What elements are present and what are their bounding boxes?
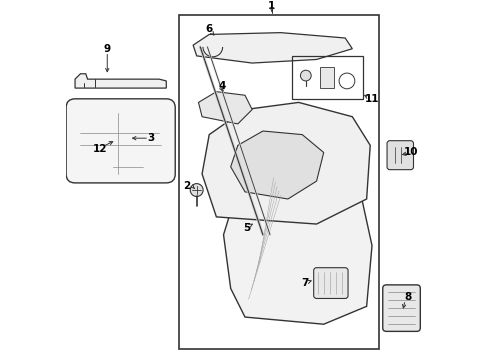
Polygon shape bbox=[320, 67, 335, 88]
Text: 6: 6 bbox=[206, 24, 213, 34]
Bar bbox=[292, 56, 363, 99]
Bar bbox=[179, 15, 379, 349]
Text: 10: 10 bbox=[404, 148, 418, 157]
Text: 1: 1 bbox=[268, 1, 275, 11]
Polygon shape bbox=[231, 131, 324, 199]
Polygon shape bbox=[198, 92, 252, 124]
FancyBboxPatch shape bbox=[383, 285, 420, 331]
Text: 3: 3 bbox=[147, 133, 155, 143]
Text: 11: 11 bbox=[365, 94, 379, 104]
Circle shape bbox=[300, 70, 311, 81]
Polygon shape bbox=[113, 102, 145, 174]
Text: 9: 9 bbox=[104, 44, 111, 54]
Text: 12: 12 bbox=[93, 144, 107, 154]
Polygon shape bbox=[202, 102, 370, 224]
Circle shape bbox=[190, 184, 203, 197]
Polygon shape bbox=[223, 163, 372, 324]
Text: 7: 7 bbox=[301, 278, 309, 288]
Polygon shape bbox=[75, 74, 166, 88]
Text: 2: 2 bbox=[183, 181, 191, 192]
FancyBboxPatch shape bbox=[66, 99, 175, 183]
FancyBboxPatch shape bbox=[387, 141, 414, 170]
Polygon shape bbox=[193, 33, 352, 63]
Text: 5: 5 bbox=[243, 222, 250, 233]
Text: 8: 8 bbox=[404, 292, 412, 302]
FancyBboxPatch shape bbox=[314, 268, 348, 298]
Text: 4: 4 bbox=[218, 81, 225, 91]
